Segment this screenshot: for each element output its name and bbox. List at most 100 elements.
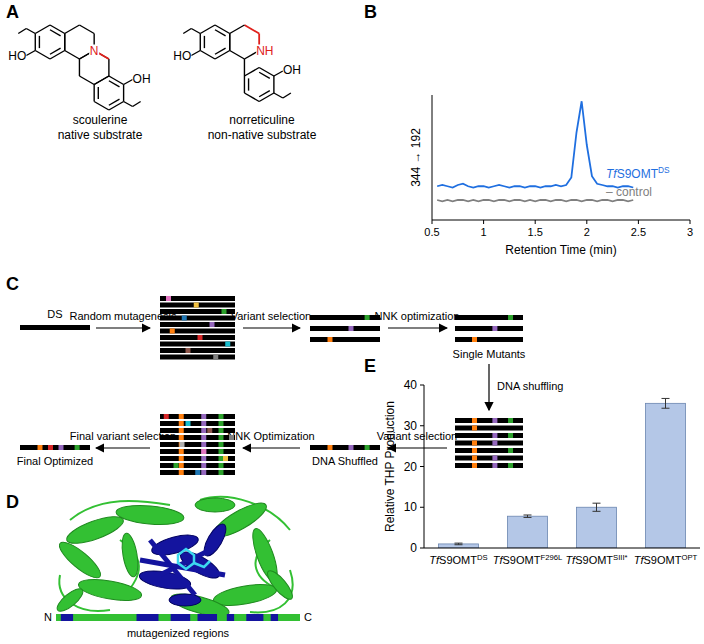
gene-bar	[455, 456, 523, 461]
background	[0, 0, 704, 644]
mutation	[492, 463, 497, 468]
mutation	[48, 445, 53, 450]
mutation	[201, 456, 206, 461]
label-main: S9OMT	[439, 554, 477, 566]
bond	[259, 72, 270, 78]
gene-bar	[310, 445, 380, 450]
gene-bar	[310, 326, 380, 331]
x-tick	[535, 220, 536, 224]
edge-label: Variant selection	[231, 310, 312, 322]
diagram: DSRandom mutagenesisVariant selectionNNK…	[17, 296, 564, 475]
y-axis	[432, 95, 433, 220]
bond	[50, 48, 61, 54]
panel-letter: D	[6, 492, 19, 512]
bond	[244, 76, 245, 93]
panel-letter: E	[364, 356, 376, 376]
arrow	[243, 327, 300, 328]
x-axis	[424, 548, 700, 549]
mutagenized-segment	[227, 614, 234, 621]
superscript: SIII*	[613, 553, 628, 562]
node-label: DNA Shuffled	[312, 455, 378, 467]
terminus-label: C	[304, 611, 312, 623]
y-tick-label: 20	[404, 460, 418, 474]
superscript: DS	[658, 165, 670, 175]
y-tick	[420, 507, 424, 508]
mutagenized-segment	[198, 614, 218, 621]
sequence-bar	[56, 614, 300, 621]
arrow	[243, 447, 300, 448]
gene-bar	[20, 325, 90, 330]
atom-bg	[173, 50, 191, 63]
helix	[54, 585, 86, 615]
bond	[133, 102, 141, 107]
x-tick	[586, 220, 587, 224]
y-tick-label: 10	[404, 500, 418, 514]
chart-e: TfS9OMTDSTfS9OMTF296LTfS9OMTSIII*TfS9OMT…	[383, 378, 700, 566]
arrow	[388, 327, 447, 328]
y-tick	[420, 425, 424, 426]
gene-bar	[160, 342, 235, 347]
label-main: S9OMT	[503, 554, 541, 566]
mutation	[170, 329, 175, 334]
atom-bg	[8, 50, 26, 63]
gene-bar	[455, 433, 523, 438]
bond	[109, 99, 120, 105]
structure-name: scoulerine	[73, 113, 128, 127]
x-tick-label: 3	[687, 226, 693, 238]
atom-label: HO	[8, 49, 26, 63]
mutation	[213, 355, 218, 360]
caption: mutagenized regions	[127, 627, 230, 639]
bond	[94, 76, 109, 85]
atom-label: NH	[256, 44, 273, 58]
bond	[215, 30, 226, 36]
mutation	[201, 435, 206, 440]
mutation	[492, 433, 497, 438]
bond	[200, 25, 215, 34]
mutation	[222, 309, 227, 314]
superscript: OPT	[681, 553, 697, 562]
bond	[259, 68, 274, 77]
arrow	[96, 447, 150, 448]
helix	[64, 511, 127, 548]
superscript: F296L	[540, 553, 563, 562]
bond	[65, 25, 80, 34]
structure-role: non-native substrate	[208, 128, 317, 142]
mutation	[201, 463, 206, 468]
gene-bar	[160, 316, 235, 321]
bond	[98, 87, 99, 99]
bond	[64, 34, 65, 51]
bond	[26, 29, 35, 34]
bond	[200, 34, 201, 51]
x-tick-label: TfS9OMTF296L	[493, 553, 563, 566]
bond	[230, 25, 245, 34]
bond	[183, 29, 191, 34]
bond	[109, 81, 120, 87]
bond	[64, 34, 65, 51]
gene-bar	[160, 322, 235, 327]
ligand	[194, 561, 210, 567]
bond	[248, 78, 249, 90]
bond	[108, 59, 109, 76]
gene-bar	[310, 337, 380, 342]
structure-role: native substrate	[58, 128, 143, 142]
mutation	[198, 335, 203, 340]
bond	[215, 48, 226, 54]
mutation	[472, 337, 477, 342]
bond	[244, 59, 245, 76]
mutation	[179, 421, 184, 426]
mutation	[186, 421, 191, 426]
plot-area	[438, 398, 685, 548]
figure: ABCDEHOOHNscoulerinenative substrateHOOH…	[0, 0, 704, 644]
bond	[259, 93, 274, 102]
atom-bg	[133, 73, 151, 86]
bond	[35, 51, 50, 60]
bond	[109, 102, 124, 111]
bond	[35, 34, 36, 51]
bar	[507, 516, 547, 548]
bond	[18, 29, 26, 34]
mutation	[164, 414, 169, 419]
bar	[645, 403, 685, 548]
bond	[283, 93, 291, 98]
helix	[115, 503, 184, 527]
mutation	[179, 442, 184, 447]
